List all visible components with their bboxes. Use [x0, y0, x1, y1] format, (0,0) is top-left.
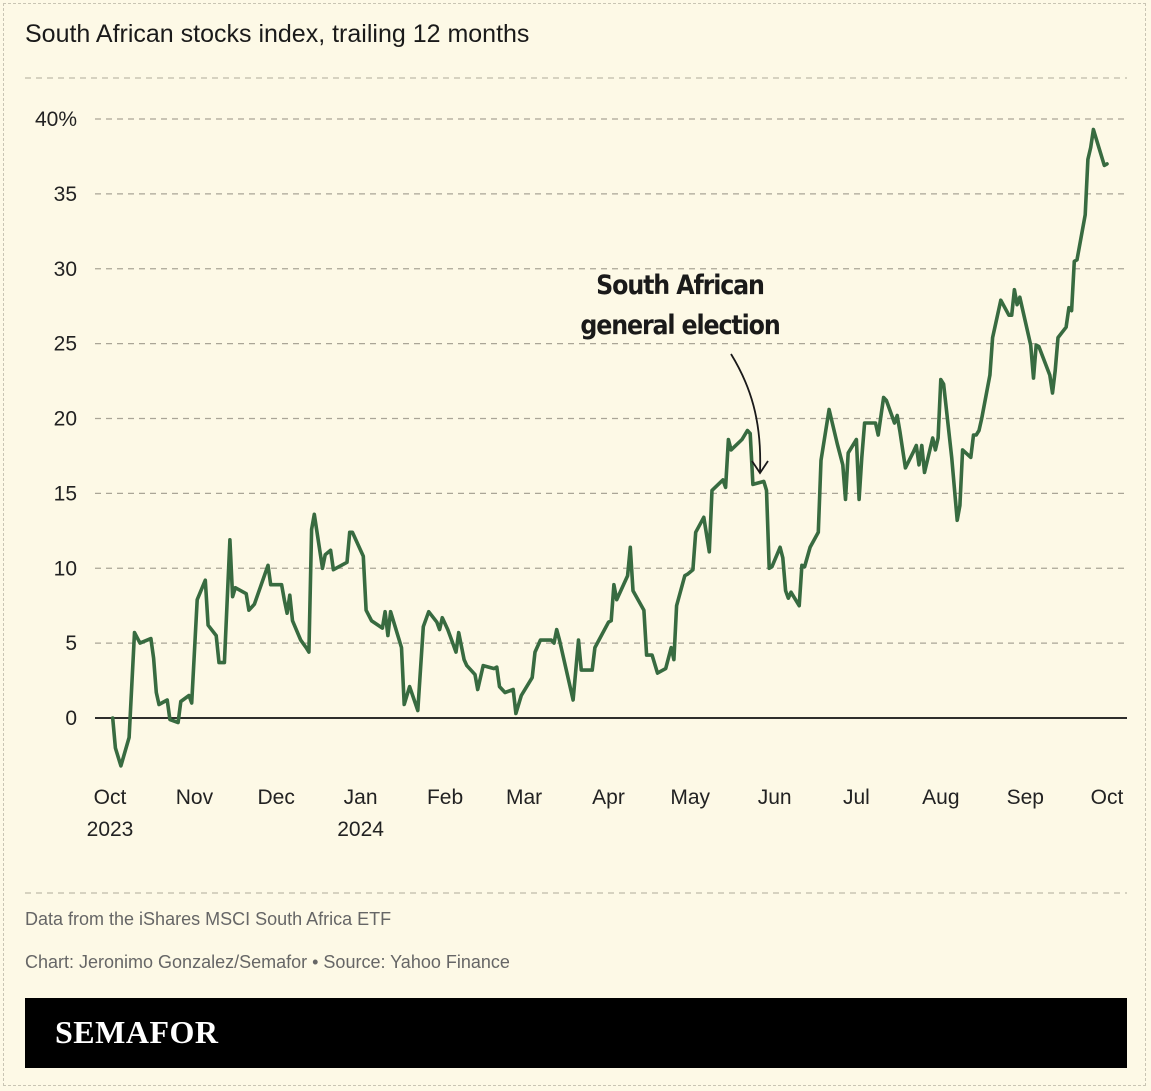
election-annotation: South African general election	[557, 266, 803, 346]
y-tick-label: 40%	[35, 108, 77, 131]
annotation-arrowhead	[751, 460, 769, 475]
credit-line: Chart: Jeronimo Gonzalez/Semafor • Sourc…	[25, 952, 510, 972]
x-tick-year-label: 2024	[337, 818, 384, 841]
x-tick-label: Nov	[176, 786, 214, 809]
brand-bar: SEMAFOR	[25, 998, 1127, 1068]
chart-title: South African stocks index, trailing 12 …	[25, 20, 530, 48]
x-tick-label: Jun	[758, 786, 792, 809]
x-tick-label: Oct	[94, 786, 127, 809]
x-tick-label: Jul	[843, 786, 870, 809]
annotation-line-2: general election	[580, 310, 780, 341]
x-tick-label: Oct	[1091, 786, 1124, 809]
data-note: Data from the iShares MSCI South Africa …	[25, 909, 392, 929]
y-tick-label: 0	[65, 707, 77, 730]
annotation-arrow	[730, 353, 762, 473]
y-tick-label: 5	[65, 632, 77, 655]
x-tick-label: Sep	[1007, 786, 1044, 809]
x-tick-label: Jan	[344, 786, 378, 809]
y-tick-label: 25	[54, 333, 77, 356]
y-tick-label: 15	[54, 482, 77, 505]
x-tick-label: Dec	[257, 786, 294, 809]
y-tick-label: 10	[54, 557, 77, 580]
series-line	[110, 127, 1109, 768]
y-tick-label: 35	[54, 183, 77, 206]
x-tick-label: Feb	[427, 786, 463, 809]
y-tick-label: 20	[54, 408, 77, 431]
x-tick-label: Mar	[506, 786, 542, 809]
y-tick-label: 30	[54, 258, 77, 281]
x-tick-year-label: 2023	[87, 818, 134, 841]
x-tick-label: Aug	[922, 786, 959, 809]
annotation-line-1: South African	[596, 270, 765, 301]
x-tick-label: May	[670, 786, 710, 809]
semafor-logo: SEMAFOR	[55, 1014, 219, 1050]
x-tick-label: Apr	[592, 786, 625, 809]
chart-frame	[3, 3, 1146, 1086]
